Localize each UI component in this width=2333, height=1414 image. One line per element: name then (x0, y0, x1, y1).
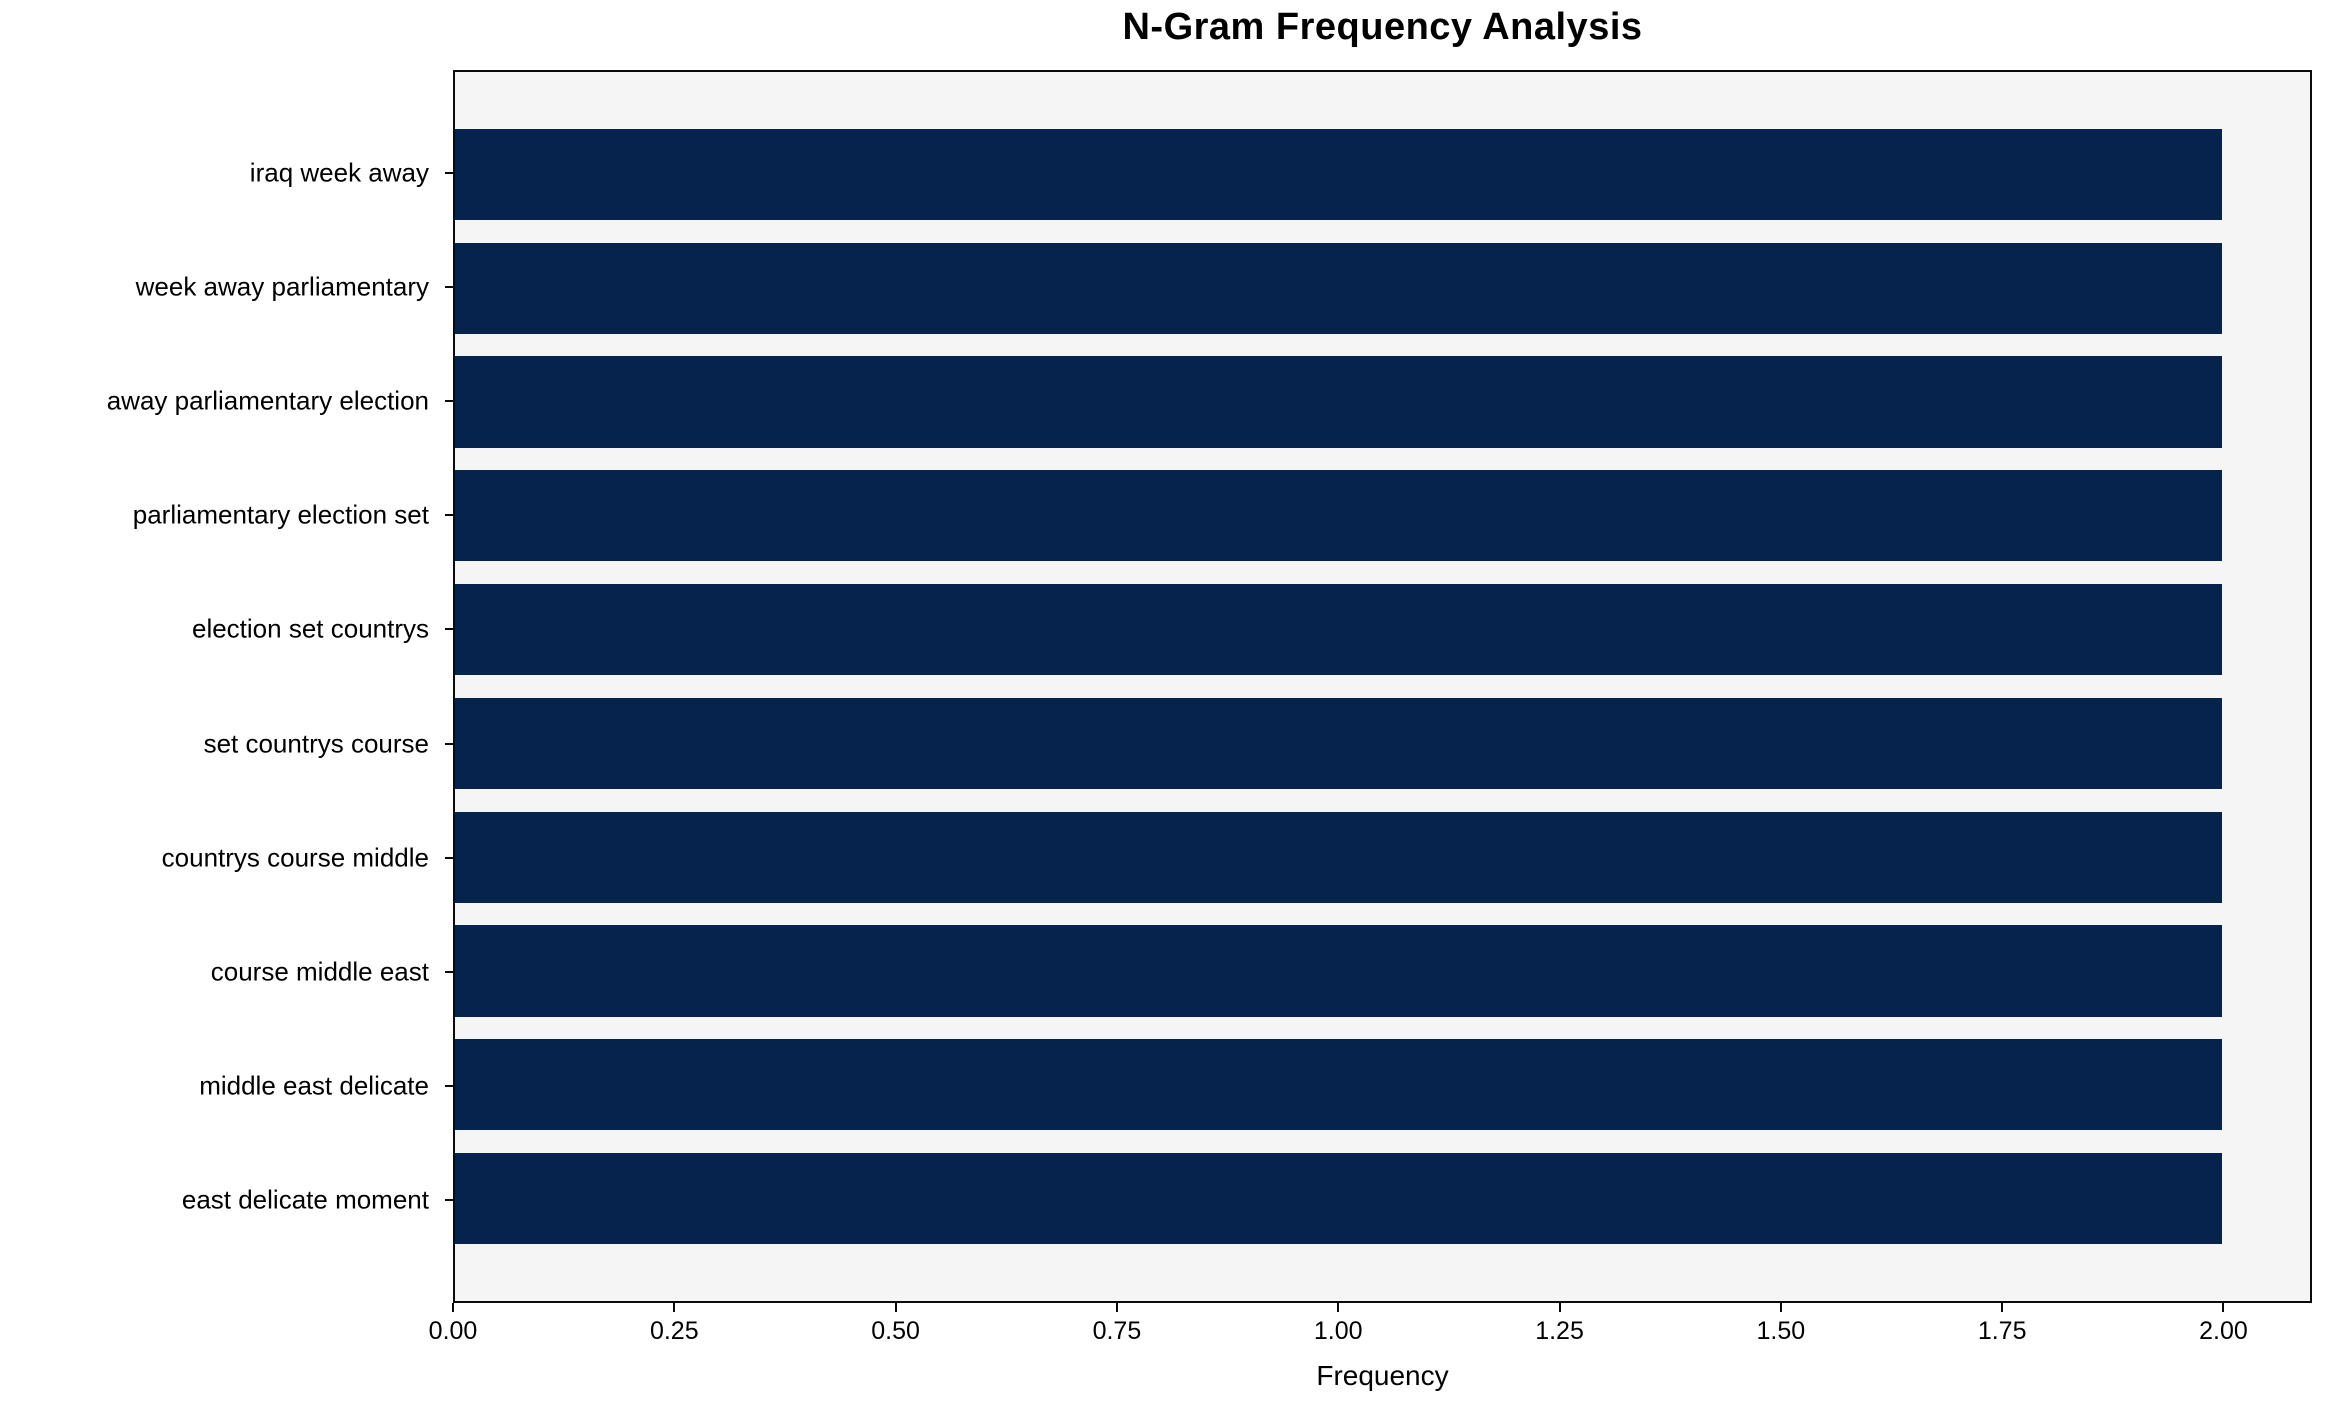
x-tick-label: 1.75 (1977, 1317, 2027, 1345)
y-tick-mark (445, 400, 453, 403)
bar (455, 1039, 2222, 1131)
bar (455, 242, 2222, 334)
y-tick-label: election set countrys (191, 613, 429, 644)
bar (455, 356, 2222, 448)
x-tick-label: 1.00 (1313, 1317, 1363, 1345)
x-tick-mark (894, 1303, 897, 1312)
x-tick-label: 1.25 (1535, 1317, 1584, 1345)
y-tick-mark (445, 171, 453, 174)
y-tick-label: iraq week away (249, 157, 429, 188)
x-tick-mark (452, 1303, 454, 1312)
x-tick-label: 0.50 (871, 1317, 920, 1345)
y-tick-label: middle east delicate (199, 1070, 429, 1101)
y-tick-mark (445, 856, 453, 859)
bar (455, 697, 2222, 789)
y-tick-mark (445, 285, 453, 288)
y-tick-label: course middle east (210, 956, 429, 987)
y-tick-mark (445, 970, 453, 973)
y-tick-label: parliamentary election set (132, 499, 429, 530)
y-tick-mark (445, 1199, 453, 1202)
x-tick-mark (2001, 1303, 2004, 1312)
x-tick-mark (673, 1303, 676, 1312)
y-axis: iraq week away week away parliamentary awa… (0, 70, 441, 1303)
x-axis: 0.00 0.25 0.50 0.75 1.00 1.25 1.50 1.75 2.00 (429, 1303, 2312, 1363)
y-tick-label: east delicate moment (181, 1184, 429, 1215)
x-tick-label: 0.75 (1092, 1317, 1142, 1345)
y-tick-label: week away parliamentary (135, 271, 429, 302)
bar (455, 470, 2222, 562)
bar (455, 584, 2222, 676)
bar (455, 1153, 2222, 1245)
x-tick-mark (1558, 1303, 1561, 1312)
x-axis-label: Frequency (1316, 1360, 1449, 1391)
x-tick-mark (1337, 1303, 1340, 1312)
y-tick-label: set countrys course (203, 728, 429, 759)
chart-title: N-Gram Frequency Analysis (1122, 6, 1643, 48)
x-tick-label: 0.25 (649, 1317, 699, 1345)
x-tick-mark (1115, 1303, 1118, 1312)
x-tick-label: 1.50 (1756, 1317, 1806, 1345)
plot-area (453, 70, 2312, 1303)
y-tick-mark (445, 1085, 453, 1088)
bar (455, 128, 2222, 220)
y-tick-label: countrys course middle (161, 842, 429, 873)
bar (455, 811, 2222, 903)
x-tick-label: 0.00 (428, 1317, 478, 1345)
y-tick-mark (445, 514, 453, 517)
x-tick-label: 2.00 (2199, 1317, 2248, 1345)
bar (455, 925, 2222, 1017)
y-tick-label: away parliamentary election (106, 385, 429, 416)
x-tick-mark (2222, 1303, 2225, 1312)
y-tick-mark (445, 742, 453, 745)
x-tick-mark (1779, 1303, 1782, 1312)
y-tick-mark (445, 628, 453, 631)
